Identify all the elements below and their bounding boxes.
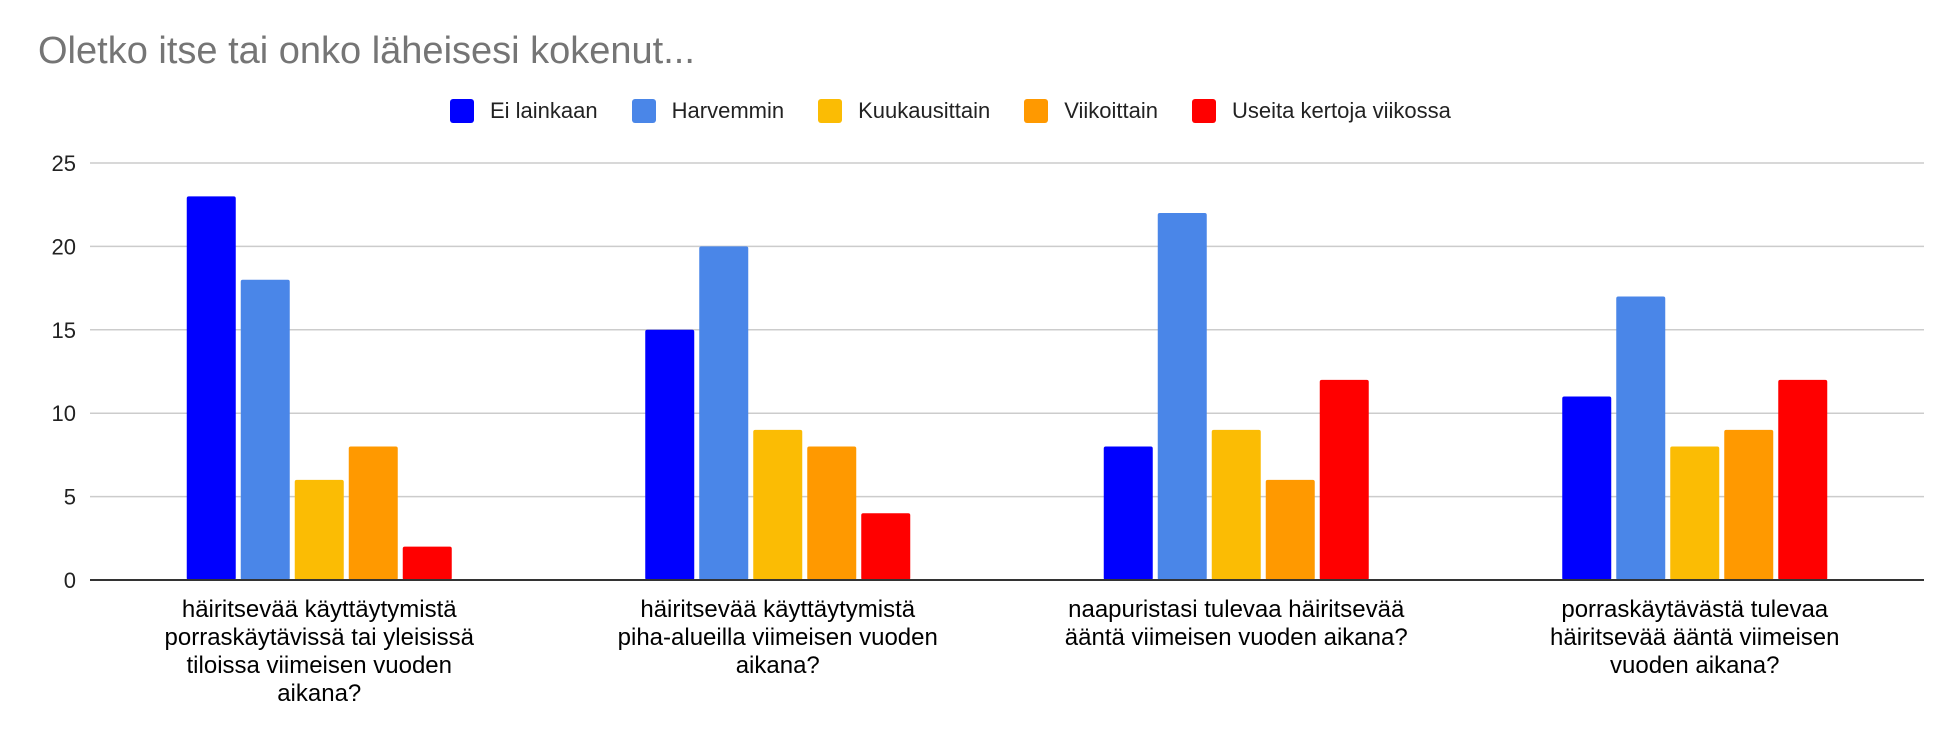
x-tick-label-line: naapuristasi tulevaa häiritsevää xyxy=(1068,596,1405,623)
bar xyxy=(753,429,803,580)
x-tick-label: naapuristasi tulevaa häiritsevää ääntä vi… xyxy=(1065,596,1408,651)
legend-item-kuukausittain[interactable]: Kuukausittain xyxy=(818,98,990,124)
bar xyxy=(1319,379,1369,580)
y-tick-label: 25 xyxy=(52,151,76,176)
bar xyxy=(699,246,749,580)
bar xyxy=(294,479,344,580)
bar xyxy=(861,513,911,580)
bar xyxy=(1670,446,1720,580)
bar xyxy=(1616,296,1666,580)
legend-label: Viikoittain xyxy=(1064,98,1158,123)
bar xyxy=(240,279,290,580)
bar xyxy=(1562,396,1612,580)
y-tick-label: 0 xyxy=(64,568,76,593)
legend-label: Harvemmin xyxy=(671,98,785,123)
y-tick-label: 20 xyxy=(52,234,76,259)
x-tick-label-line: tiloissa viimeisen vuoden xyxy=(187,652,452,679)
bar xyxy=(1211,429,1261,580)
legend-label: Ei lainkaan xyxy=(490,98,598,123)
legend-item-harvemmin[interactable]: Harvemmin xyxy=(631,98,785,124)
legend-swatch xyxy=(818,99,843,123)
x-tick-label-line: vuoden aikana? xyxy=(1610,652,1779,679)
bar xyxy=(1265,479,1315,580)
legend-item-useita-kertoja-viikossa[interactable]: Useita kertoja viikossa xyxy=(1191,98,1451,124)
x-tick-label: porraskäytävästä tulevaa häiritsevää äänt… xyxy=(1550,596,1840,679)
bar xyxy=(348,446,398,580)
x-tick-label: häiritsevää käyttäytymistä porraskäytävis… xyxy=(165,596,475,707)
bar xyxy=(1103,446,1153,580)
x-tick-label: häiritsevää käyttäytymistä piha-alueilla … xyxy=(618,596,938,679)
y-tick-label: 15 xyxy=(52,318,76,343)
y-tick-label: 5 xyxy=(64,485,76,510)
x-tick-label-line: häiritsevää ääntä viimeisen xyxy=(1550,624,1840,651)
y-tick-label: 10 xyxy=(52,401,76,426)
bar xyxy=(186,196,236,581)
bar xyxy=(402,546,452,580)
x-tick-label-line: piha-alueilla viimeisen vuoden xyxy=(618,624,938,651)
bar xyxy=(645,329,695,580)
legend: Ei lainkaan Harvemmin Kuukausittain Viik… xyxy=(450,98,1485,124)
legend-swatch xyxy=(1024,99,1049,123)
x-tick-label-line: porraskäytävästä tulevaa xyxy=(1561,596,1828,623)
legend-swatch xyxy=(1191,99,1216,123)
x-tick-label-line: aikana? xyxy=(736,652,820,679)
x-tick-label-line: aikana? xyxy=(277,680,361,707)
legend-label: Useita kertoja viikossa xyxy=(1231,98,1451,123)
chart-title: Oletko itse tai onko läheisesi kokenut..… xyxy=(38,30,695,72)
bar xyxy=(807,446,857,580)
bar xyxy=(1157,213,1207,581)
x-tick-label-line: ääntä viimeisen vuoden aikana? xyxy=(1065,624,1408,651)
x-tick-label-line: häiritsevää käyttäytymistä xyxy=(640,596,915,623)
legend-swatch xyxy=(631,99,656,123)
x-tick-label-line: häiritsevää käyttäytymistä xyxy=(182,596,457,623)
legend-item-viikoittain[interactable]: Viikoittain xyxy=(1024,98,1158,124)
bar xyxy=(1724,429,1774,580)
legend-item-ei-lainkaan[interactable]: Ei lainkaan xyxy=(450,98,598,124)
x-tick-label-line: porraskäytävissä tai yleisissä xyxy=(165,624,475,651)
legend-swatch xyxy=(450,99,474,123)
bar xyxy=(1778,379,1828,580)
legend-label: Kuukausittain xyxy=(858,98,991,123)
